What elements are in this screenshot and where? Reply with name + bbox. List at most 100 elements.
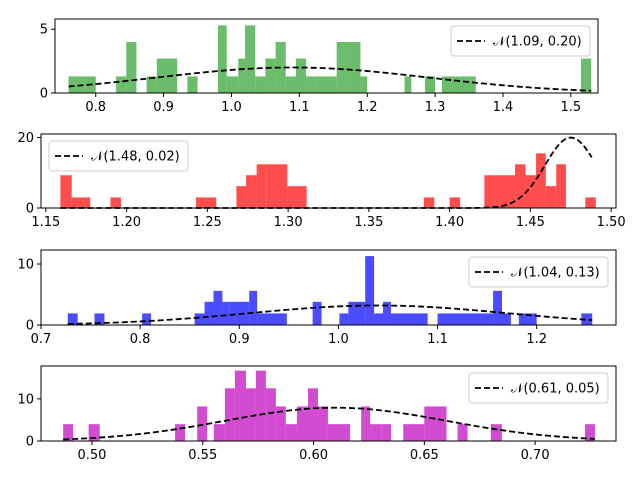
x-tick-label: 0.60 xyxy=(299,448,328,463)
histogram-bar xyxy=(515,164,526,208)
normal-fit-curve xyxy=(67,304,593,325)
histogram-bar xyxy=(374,313,384,325)
subplot-3: 0.7 0.8 0.9 1.0 1.1 1.2 0 10 𝒩(1.04, 0.13) xyxy=(17,249,617,347)
axes-frame xyxy=(40,133,617,209)
histogram-bar xyxy=(226,76,239,93)
histogram-bar xyxy=(326,76,337,93)
histogram-bar xyxy=(424,406,447,441)
x-tick-label: 1.25 xyxy=(193,215,222,230)
histogram-bar xyxy=(339,313,349,325)
x-tick-label: 1.1 xyxy=(427,332,448,347)
histogram-bar xyxy=(336,41,347,93)
histogram-bar xyxy=(501,313,511,325)
x-tick-label: 1.45 xyxy=(516,215,545,230)
histogram-bar xyxy=(360,76,368,93)
histogram-bar xyxy=(275,41,286,93)
histogram-bar xyxy=(217,25,227,94)
histogram-bar xyxy=(256,164,267,208)
y-tick-label: 20 xyxy=(17,131,34,146)
legend-label: 𝒩(1.09, 0.20) xyxy=(493,35,582,50)
histogram-bar xyxy=(312,301,322,325)
normal-fit-curve xyxy=(68,66,592,92)
histogram-bar xyxy=(156,58,167,93)
y-tick-label: 10 xyxy=(17,258,34,273)
x-tick-label: 1.30 xyxy=(274,215,303,230)
histogram-bar xyxy=(525,175,537,208)
y-tick-label: 0 xyxy=(26,202,34,217)
histogram-bar xyxy=(249,290,258,325)
x-tick-label: 1.35 xyxy=(354,215,383,230)
histogram-bar xyxy=(246,175,257,208)
histogram-bar xyxy=(316,76,327,93)
histogram-bar xyxy=(536,153,546,208)
histogram-bar xyxy=(441,76,453,93)
y-tick-label: 0 xyxy=(40,87,48,102)
histogram-bar xyxy=(361,406,371,441)
histogram-bar xyxy=(339,424,351,441)
histogram-bar xyxy=(306,76,317,93)
histogram-bar xyxy=(255,76,266,93)
x-tick-label: 1.3 xyxy=(425,100,446,115)
subplot-4: 0.50 0.55 0.60 0.65 0.70 0 10 𝒩(0.61, 0.05) xyxy=(17,365,617,463)
histogram-bar xyxy=(285,424,297,441)
x-tick-label: 1.0 xyxy=(328,332,349,347)
histogram-bar xyxy=(67,313,78,325)
histogram-bar xyxy=(346,41,361,93)
histogram-bar xyxy=(423,197,435,208)
x-tick-label: 1.15 xyxy=(31,215,60,230)
histogram-bar xyxy=(63,424,74,441)
x-tick-label: 0.8 xyxy=(85,100,106,115)
histogram-bar xyxy=(265,58,276,93)
histogram-bar xyxy=(484,175,495,208)
histogram-bar xyxy=(494,175,516,208)
x-tick-label: 0.55 xyxy=(188,448,217,463)
histogram-bar xyxy=(146,76,157,93)
legend-label: 𝒩(1.48, 0.02) xyxy=(91,150,180,165)
x-tick-label: 1.2 xyxy=(357,100,378,115)
histogram-bar xyxy=(213,290,223,325)
histogram-bar xyxy=(266,164,288,208)
histogram-bar xyxy=(275,406,286,441)
y-tick-label: 10 xyxy=(17,392,34,407)
legend-label: 𝒩(1.04, 0.13) xyxy=(511,266,600,281)
axes-frame xyxy=(54,18,599,94)
y-tick-label: 0 xyxy=(26,435,34,450)
legend: 𝒩(1.48, 0.02) xyxy=(48,140,189,172)
histogram-bar xyxy=(187,76,198,93)
histogram-bar xyxy=(581,58,592,93)
x-tick-label: 0.8 xyxy=(130,332,151,347)
histogram-bar xyxy=(390,313,428,325)
histogram-bar xyxy=(581,313,593,325)
x-tick-label: 1.50 xyxy=(597,215,626,230)
axes-frame xyxy=(40,249,617,326)
x-tick-label: 1.4 xyxy=(493,100,514,115)
x-tick-label: 1.0 xyxy=(221,100,242,115)
histogram-bar xyxy=(424,76,436,93)
y-tick-label: 0 xyxy=(26,319,34,334)
histogram-bar xyxy=(197,406,208,441)
histogram-bar xyxy=(71,197,91,208)
histogram-bar xyxy=(257,313,287,325)
y-tick-label: 5 xyxy=(40,23,48,38)
x-tick-label: 1.2 xyxy=(526,332,547,347)
histogram-bar xyxy=(437,313,494,325)
histogram-bar xyxy=(265,388,276,441)
histogram-bar xyxy=(383,301,391,325)
histogram-bar xyxy=(285,76,296,93)
histogram-bar xyxy=(404,76,412,93)
legend-box xyxy=(450,25,591,57)
histogram-bar xyxy=(142,313,152,325)
histogram-bar xyxy=(403,424,425,441)
legend: 𝒩(1.09, 0.20) xyxy=(450,25,591,57)
histogram-bar xyxy=(110,197,121,208)
histogram-bar xyxy=(308,388,318,441)
histogram-bar xyxy=(295,58,307,93)
histogram-bar xyxy=(60,175,72,208)
x-tick-label: 1.5 xyxy=(561,100,582,115)
histogram-bar xyxy=(68,76,85,93)
histogram-bar xyxy=(94,313,105,325)
histogram-bar xyxy=(584,424,595,441)
histogram-bar xyxy=(327,424,340,441)
histogram-bar xyxy=(194,313,205,325)
x-tick-label: 1.40 xyxy=(435,215,464,230)
